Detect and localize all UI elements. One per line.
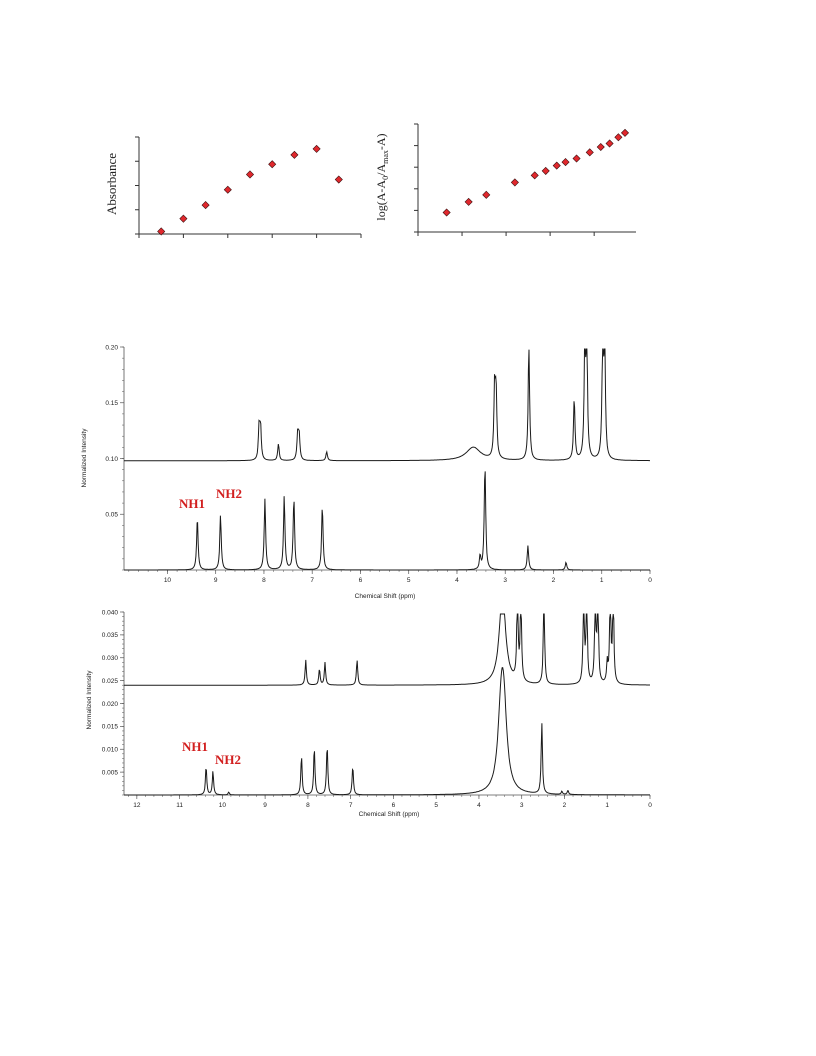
absorbance-point	[245, 170, 255, 179]
nmr1-annotation-nh1: NH1	[179, 496, 205, 511]
nmr2-annotation-nh1: NH1	[182, 739, 208, 754]
nmr1-x-tick-label: 10	[164, 577, 172, 584]
nmr2-y-tick-label: 0.030	[102, 655, 119, 662]
nmr1-x-tick-label: 8	[262, 577, 266, 584]
nmr2-y-tick-label: 0.020	[102, 701, 119, 708]
nmr2-trace-1	[124, 613, 650, 686]
absorbance-point	[312, 144, 321, 153]
nmr1-x-tick-label: 9	[214, 577, 218, 584]
log-point	[541, 166, 550, 175]
log-point	[605, 139, 614, 148]
nmr2-trace-2	[124, 666, 650, 796]
log-point	[572, 154, 581, 163]
log-point	[620, 128, 630, 137]
nmr1-x-tick-label: 4	[455, 577, 459, 584]
absorbance-point	[223, 185, 232, 194]
nmr2-x-tick-label: 6	[392, 802, 396, 809]
log-point	[552, 161, 561, 170]
log-point	[464, 197, 473, 206]
nmr2-y-tick-label: 0.005	[102, 769, 119, 776]
nmr1-y-tick-label: 0.15	[105, 400, 118, 407]
nmr2-x-label: Chemical Shift (ppm)	[359, 811, 420, 818]
log-y-label: log(A-A0/Amax-A)	[374, 133, 390, 220]
nmr1-x-tick-label: 0	[648, 577, 652, 584]
nmr2-x-tick-label: 7	[349, 802, 353, 809]
nmr2-y-tick-label: 0.010	[102, 747, 119, 754]
log-point	[614, 133, 623, 142]
absorbance-point	[157, 227, 166, 236]
nmr2-x-tick-label: 9	[263, 802, 267, 809]
nmr1-traces	[124, 348, 650, 571]
absorbance-point	[334, 175, 343, 184]
log-point	[510, 178, 519, 187]
nmr1-y-tick-label: 0.05	[105, 512, 118, 519]
nmr2-y-tick-label: 0.015	[102, 724, 119, 731]
nmr2-x-tick-label: 0	[648, 802, 652, 809]
log-point	[585, 148, 594, 157]
absorbance-y-label: Absorbance	[104, 153, 119, 215]
nmr1-trace-1	[124, 348, 650, 462]
nmr2-y-tick-label: 0.040	[102, 609, 119, 616]
nmr2-x-tick-label: 2	[563, 802, 567, 809]
nmr1-trace-2	[124, 471, 650, 571]
nmr2-x-tick-label: 8	[306, 802, 310, 809]
nmr1-x-tick-label: 5	[407, 577, 411, 584]
nmr2-x-tick-label: 5	[434, 802, 438, 809]
nmr1-y-tick-label: 0.20	[105, 344, 118, 351]
nmr2-x-tick-label: 1	[605, 802, 609, 809]
nmr1-x-tick-label: 3	[503, 577, 507, 584]
log-axes	[414, 123, 636, 236]
nmr2-y-label: Normalized Intensity	[86, 670, 93, 730]
absorbance-axes	[135, 136, 362, 238]
log-point	[561, 158, 570, 167]
nmr1-x-tick-label: 2	[552, 577, 556, 584]
nmr2-y-tick-label: 0.035	[102, 632, 119, 639]
absorbance-point	[268, 160, 277, 169]
nmr2-x-tick-label: 4	[477, 802, 481, 809]
log-point	[596, 142, 605, 152]
nmr2-x-tick-label: 10	[219, 802, 227, 809]
absorbance-point	[179, 214, 188, 223]
nmr1-annotation-nh2: NH2	[216, 486, 242, 501]
nmr1-y-label: Normalized Intensity	[81, 428, 88, 488]
nmr2-x-tick-label: 11	[176, 802, 183, 809]
absorbance-point	[290, 150, 299, 159]
nmr2-annotation-nh2: NH2	[215, 752, 241, 767]
nmr2-x-tick-label: 12	[133, 802, 141, 809]
absorbance-points	[157, 144, 343, 236]
nmr1-x-tick-label: 6	[359, 577, 363, 584]
nmr1-x-tick-label: 7	[310, 577, 314, 584]
log-point	[482, 190, 491, 199]
nmr2-x-tick-label: 3	[520, 802, 524, 809]
nmr1-y-tick-label: 0.10	[105, 456, 118, 463]
absorbance-point	[201, 201, 210, 210]
nmr2-traces	[124, 613, 650, 796]
nmr1-x-tick-label: 1	[600, 577, 604, 584]
nmr2-y-tick-label: 0.025	[102, 678, 119, 685]
nmr2-axes: 0.005 0.010 0.015 0.020 0.025 0.030 0.035 0.040…	[102, 609, 652, 809]
log-points	[442, 128, 630, 217]
log-point	[442, 208, 451, 217]
nmr1-x-label: Chemical Shift (ppm)	[355, 593, 416, 600]
log-point	[530, 171, 539, 180]
